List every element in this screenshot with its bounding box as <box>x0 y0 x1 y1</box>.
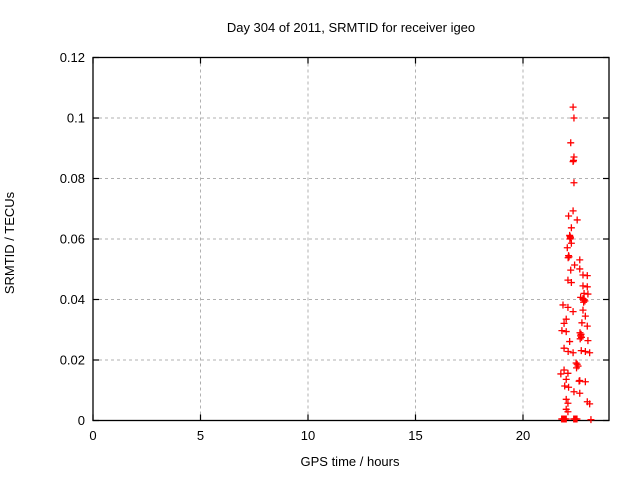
data-point-marker <box>560 366 568 374</box>
data-point-marker <box>564 408 572 416</box>
data-point-marker <box>565 212 573 220</box>
data-point-marker <box>566 235 574 243</box>
tick-label-layer: 0 5 10 15 20 0 0.02 0.04 0.06 0.08 0.1 0.12 <box>60 50 531 443</box>
chart-title: Day 304 of 2011, SRMTID for receiver ige… <box>227 20 475 35</box>
data-point-marker <box>564 303 572 311</box>
data-point-marker <box>576 389 584 397</box>
data-points-layer <box>557 103 595 424</box>
y-tick-label: 0.06 <box>60 232 85 247</box>
data-point-marker <box>567 239 575 247</box>
data-point-marker <box>560 319 568 327</box>
data-point-marker <box>566 338 574 346</box>
data-point-marker <box>587 416 595 424</box>
data-point-marker <box>559 301 567 309</box>
data-point-marker <box>562 395 570 403</box>
y-tick-label: 0.08 <box>60 171 85 186</box>
x-tick-label: 5 <box>197 428 204 443</box>
data-point-marker <box>576 265 584 273</box>
data-point-marker <box>569 207 577 215</box>
data-point-marker <box>583 283 591 291</box>
data-point-marker <box>567 139 575 147</box>
data-point-marker <box>569 308 577 316</box>
y-tick-label: 0.12 <box>60 50 85 65</box>
data-point-marker <box>560 344 568 352</box>
data-point-marker <box>571 261 579 269</box>
data-point-marker <box>567 266 575 274</box>
data-point-marker <box>581 312 589 320</box>
data-point-marker <box>561 382 569 390</box>
data-point-marker <box>564 254 572 262</box>
data-point-marker <box>577 347 585 355</box>
y-tick-label: 0.04 <box>60 292 85 307</box>
data-point-marker <box>586 349 594 357</box>
data-point-marker <box>584 290 592 298</box>
data-point-marker <box>558 327 566 335</box>
data-point-marker <box>570 388 578 396</box>
data-point-marker <box>579 306 587 314</box>
x-tick-label: 15 <box>408 428 422 443</box>
grid-layer <box>93 57 609 421</box>
data-point-marker <box>562 415 570 423</box>
data-point-marker <box>581 378 589 386</box>
x-axis-label: GPS time / hours <box>301 454 400 469</box>
data-point-marker <box>579 282 587 290</box>
data-point-marker <box>563 244 571 252</box>
data-point-marker <box>567 279 575 287</box>
data-point-marker <box>580 298 588 306</box>
data-point-marker <box>586 400 594 408</box>
data-point-marker <box>562 315 570 323</box>
y-tick-label: 0.1 <box>67 111 85 126</box>
data-point-marker <box>575 377 583 385</box>
data-point-marker <box>569 349 577 357</box>
data-point-marker <box>570 114 578 122</box>
data-point-marker <box>576 256 584 264</box>
y-tick-label: 0 <box>78 413 85 428</box>
data-point-marker <box>581 297 589 305</box>
data-point-marker <box>577 333 585 341</box>
data-point-marker <box>578 319 586 327</box>
x-tick-label: 10 <box>301 428 315 443</box>
data-point-marker <box>562 375 570 383</box>
x-tick-label: 20 <box>516 428 530 443</box>
data-point-marker <box>584 337 592 345</box>
data-point-marker <box>583 272 591 280</box>
tick-layer <box>92 56 609 422</box>
data-point-marker <box>573 364 581 372</box>
data-point-marker <box>569 103 577 111</box>
y-axis-label: SRMTID / TECUs <box>2 191 17 294</box>
data-point-marker <box>583 322 591 330</box>
data-point-marker <box>564 399 572 407</box>
data-point-marker <box>569 158 577 166</box>
data-point-marker <box>562 328 570 336</box>
x-tick-label: 0 <box>89 428 96 443</box>
data-point-marker <box>565 253 573 261</box>
data-point-marker <box>564 369 572 377</box>
data-point-marker <box>576 335 584 343</box>
data-point-marker <box>565 383 573 391</box>
data-point-marker <box>564 348 572 356</box>
data-point-marker <box>567 224 575 232</box>
y-tick-label: 0.02 <box>60 353 85 368</box>
data-point-marker <box>573 415 581 423</box>
data-point-marker <box>581 348 589 356</box>
data-point-marker <box>557 370 565 378</box>
data-point-marker <box>573 216 581 224</box>
data-point-marker <box>570 179 578 187</box>
